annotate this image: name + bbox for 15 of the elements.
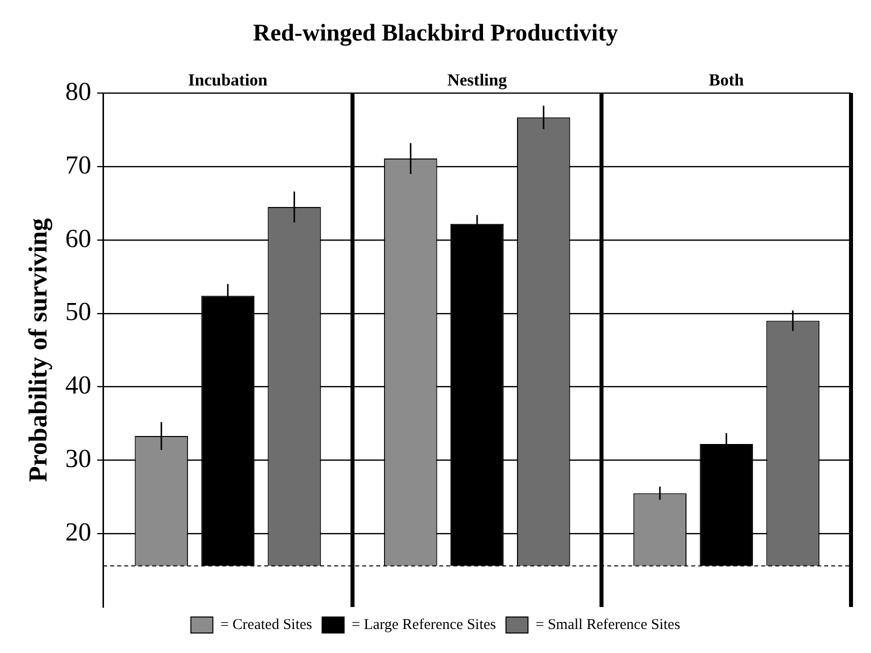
legend-label: = Large Reference Sites <box>352 616 496 633</box>
y-tick-label: 40 <box>65 370 92 400</box>
x-tick-label: Both <box>708 70 744 90</box>
legend-label: = Small Reference Sites <box>535 616 680 633</box>
y-tick-label: 20 <box>65 517 92 546</box>
y-tick-label: 60 <box>65 224 92 253</box>
y-tick-label: 30 <box>65 444 92 474</box>
legend-label: = Created Sites <box>220 616 312 633</box>
x-tick-label: Nestling <box>447 70 508 90</box>
x-tick-label: Incubation <box>188 70 268 90</box>
y-tick-label: 50 <box>65 297 92 326</box>
y-tick-label: 80 <box>65 77 92 106</box>
chart-title: Red-winged Blackbird Productivity <box>253 20 618 47</box>
y-tick-label: 70 <box>65 150 92 180</box>
y-axis-title: Probability of surviving <box>23 218 52 482</box>
